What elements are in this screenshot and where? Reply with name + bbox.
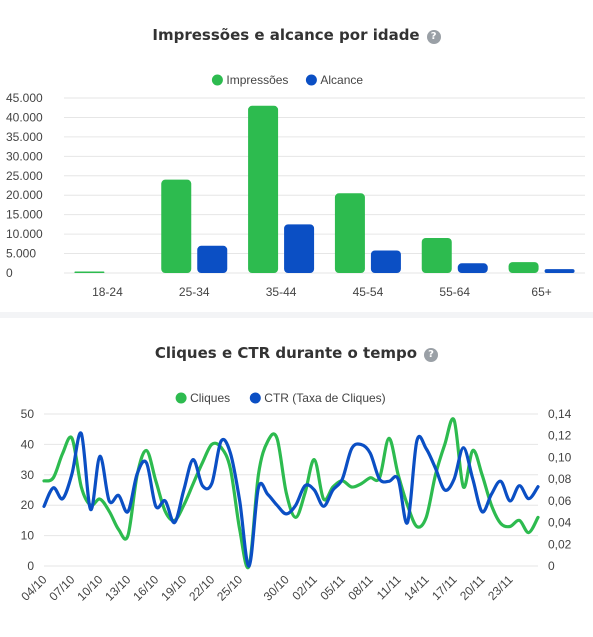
bar	[284, 224, 315, 273]
bar	[457, 263, 488, 273]
y-tick-label: 25.000	[6, 169, 43, 183]
y-right-tick-label: 0,06	[548, 494, 572, 508]
bar	[370, 250, 401, 273]
y-right-tick-label: 0,04	[548, 516, 572, 530]
x-tick-label: 07/10	[46, 572, 77, 603]
y-left-tick-label: 20	[21, 498, 35, 512]
x-tick-label: 35-44	[266, 285, 297, 299]
line-chart-card: Cliques e CTR durante o tempo? Cliques CT…	[0, 318, 593, 637]
line-chart-title-text: Cliques e CTR durante o tempo	[154, 344, 418, 362]
y-tick-label: 0	[6, 266, 13, 280]
series-line-cliques	[42, 417, 540, 570]
y-tick-label: 45.000	[6, 91, 43, 105]
y-left-tick-label: 30	[21, 468, 35, 482]
x-tick-label: 08/11	[345, 572, 376, 603]
bar-chart: Impressões Alcance 0 5.000 10.000 15.000 20.00…	[6, 73, 585, 299]
x-tick-label: 55-64	[439, 285, 470, 299]
x-tick-label: 05/11	[317, 572, 348, 603]
x-tick-label: 25/10	[214, 572, 245, 603]
legend-marker	[249, 392, 261, 404]
bar	[161, 179, 192, 273]
line-chart-title: Cliques e CTR durante o tempo?	[0, 344, 593, 362]
series-line-ctr	[42, 431, 540, 568]
x-tick-label: 16/10	[130, 572, 161, 603]
legend-marker	[211, 74, 223, 86]
x-tick-label: 04/10	[18, 572, 49, 603]
legend-label: CTR (Taxa de Cliques)	[264, 391, 385, 405]
x-tick-label: 65+	[531, 285, 551, 299]
x-tick-label: 23/11	[485, 572, 516, 603]
bar-chart-card: Impressões e alcance por idade? Impressõ…	[0, 0, 593, 312]
legend-marker	[305, 74, 317, 86]
legend-item-0[interactable]: Impressões	[211, 73, 289, 87]
legend-item-0[interactable]: Cliques	[175, 391, 231, 405]
y-left-tick-label: 10	[21, 529, 35, 543]
y-tick-label: 20.000	[6, 188, 43, 202]
bar	[508, 262, 539, 273]
bar	[334, 193, 365, 273]
bar	[421, 238, 452, 273]
y-right-tick-label: 0,14	[548, 407, 572, 421]
line-chart: Cliques CTR (Taxa de Cliques) 0 10 20 30 40 50 0…	[18, 391, 572, 604]
x-tick-label: 20/11	[457, 572, 488, 603]
legend-label: Alcance	[320, 73, 363, 87]
x-tick-label: 11/11	[374, 572, 404, 602]
y-tick-label: 30.000	[6, 149, 43, 163]
y-tick-label: 10.000	[6, 227, 43, 241]
bar-chart-title: Impressões e alcance por idade?	[0, 26, 593, 44]
legend-item-1[interactable]: Alcance	[305, 73, 364, 87]
x-tick-label: 19/10	[158, 572, 189, 603]
bar	[248, 105, 279, 274]
bar	[197, 245, 228, 273]
y-right-tick-label: 0,10	[548, 450, 572, 464]
question-circle-icon[interactable]: ?	[424, 348, 439, 362]
x-tick-label: 17/11	[429, 572, 460, 603]
x-tick-label: 10/10	[74, 572, 105, 603]
y-right-tick-label: 0,12	[548, 429, 572, 443]
x-tick-label: 30/10	[261, 572, 292, 603]
x-tick-label: 45-54	[353, 285, 384, 299]
question-circle-icon[interactable]: ?	[426, 30, 441, 44]
bar	[74, 271, 105, 273]
y-left-tick-label: 50	[21, 407, 35, 421]
bar	[544, 269, 575, 273]
legend-label: Cliques	[190, 391, 230, 405]
y-right-tick-label: 0,08	[548, 472, 572, 486]
legend-item-1[interactable]: CTR (Taxa de Cliques)	[249, 391, 386, 405]
y-tick-label: 35.000	[6, 130, 43, 144]
y-tick-label: 15.000	[6, 208, 43, 222]
x-tick-label: 22/10	[186, 572, 217, 603]
x-tick-label: 14/11	[401, 572, 432, 603]
y-left-tick-label: 0	[27, 559, 34, 573]
x-tick-label: 25-34	[179, 285, 210, 299]
x-tick-label: 13/10	[102, 572, 133, 603]
y-tick-label: 5.000	[6, 247, 36, 261]
x-tick-label: 02/11	[289, 572, 320, 603]
y-tick-label: 40.000	[6, 110, 43, 124]
x-tick-label: 18-24	[92, 285, 123, 299]
legend-label: Impressões	[226, 73, 288, 87]
y-left-tick-label: 40	[21, 437, 35, 451]
y-right-tick-label: 0	[548, 559, 555, 573]
legend-marker	[175, 392, 187, 404]
bar-chart-title-text: Impressões e alcance por idade	[152, 26, 420, 44]
y-right-tick-label: 0,02	[548, 537, 572, 551]
